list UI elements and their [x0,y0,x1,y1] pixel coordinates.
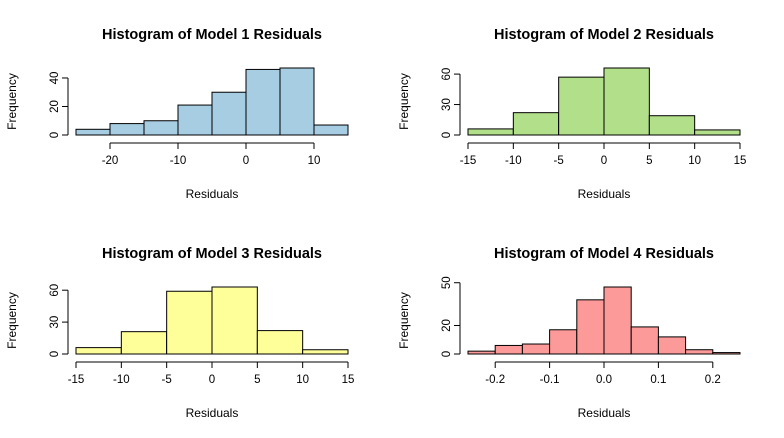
histogram-bar [630,326,659,355]
chart-title: Histogram of Model 2 Residuals [494,27,714,43]
histogram-bar [648,115,696,136]
x-tick-label: 0 [243,155,249,167]
y-tick-label: 0 [49,351,61,357]
y-tick-label: 20 [49,100,61,113]
histogram-bar [143,120,179,136]
histogram-bar [177,104,213,136]
y-tick-label: 0 [49,132,61,138]
histogram-bar [279,67,315,136]
histogram-bar [120,331,168,355]
x-tick-label: -5 [554,155,564,167]
histogram-bar [467,128,514,136]
histogram-bar [694,129,741,136]
histogram-bar [75,128,111,136]
y-axis-label: Frequency [397,73,411,130]
histogram-bar [657,336,687,355]
x-tick-label: -15 [68,374,85,386]
x-axis-label: Residuals [186,406,239,420]
x-tick-label: 15 [734,155,747,167]
x-tick-label: 0.1 [650,374,666,386]
x-tick-label: 5 [646,155,652,167]
histogram-bar [467,350,496,355]
histogram-bar [494,344,523,355]
histogram-bar [211,91,247,136]
y-tick-label: 60 [441,68,453,81]
x-tick-label: -0.2 [485,374,505,386]
x-tick-label: 10 [308,155,321,167]
histogram-bar [603,286,632,355]
x-tick-label: 10 [688,155,701,167]
y-tick-label: 20 [441,319,453,332]
histogram-panel-1: Histogram of Model 1 Residuals -20 -10 0 10 0… [5,27,349,201]
x-tick-label: -0.1 [540,374,560,386]
histogram-bar [313,124,349,136]
histogram-bar [576,299,605,355]
chart-title: Histogram of Model 1 Residuals [102,27,322,43]
x-tick-label: -20 [102,155,119,167]
histogram-bar [603,67,650,136]
x-tick-label: 15 [342,374,355,386]
histogram-bar [166,290,213,355]
chart-title: Histogram of Model 4 Residuals [494,246,714,262]
histogram-bar [211,286,258,355]
x-axis-label: Residuals [578,406,631,420]
x-tick-label: -5 [162,374,172,386]
x-tick-label: -15 [460,155,477,167]
histogram-bar [512,112,560,136]
x-tick-label: -10 [113,374,130,386]
x-tick-label: 10 [296,374,309,386]
y-tick-label: 40 [49,72,61,85]
y-tick-label: 30 [441,98,453,111]
histogram-bar [75,347,122,355]
chart-title: Histogram of Model 3 Residuals [102,246,322,262]
histogram-bar [712,352,741,355]
histogram-panel-3: Histogram of Model 3 Residuals -15 -10 -5 0 5… [5,246,354,420]
y-axis-label: Frequency [5,73,19,130]
histogram-bar [521,343,551,355]
histogram-bar [245,68,281,136]
x-axis-label: Residuals [186,187,239,201]
histogram-bar [256,330,304,355]
x-axis-label: Residuals [578,187,631,201]
histogram-bar [302,349,349,355]
x-tick-label: 0.2 [705,374,721,386]
x-tick-label: 0 [209,374,215,386]
histogram-panel-4: Histogram of Model 4 Residuals -0.2 -0.1 0.… [397,246,741,420]
histogram-bar [549,329,578,355]
x-tick-label: 0 [601,155,607,167]
y-tick-label: 0 [441,132,453,138]
y-axis-label: Frequency [397,292,411,349]
histogram-bar [685,349,714,355]
y-tick-label: 0 [441,351,453,357]
x-tick-label: -10 [170,155,187,167]
y-tick-label: 60 [49,284,61,297]
histogram-bar [109,123,145,136]
x-tick-label: 5 [254,374,260,386]
y-tick-label: 50 [441,276,453,289]
y-tick-label: 30 [49,316,61,329]
histogram-bar [558,76,605,136]
x-tick-label: 0.0 [596,374,612,386]
histogram-panel-2: Histogram of Model 2 Residuals -15 -10 -5 0 5… [397,27,746,201]
x-tick-label: -10 [505,155,522,167]
y-axis-label: Frequency [5,292,19,349]
